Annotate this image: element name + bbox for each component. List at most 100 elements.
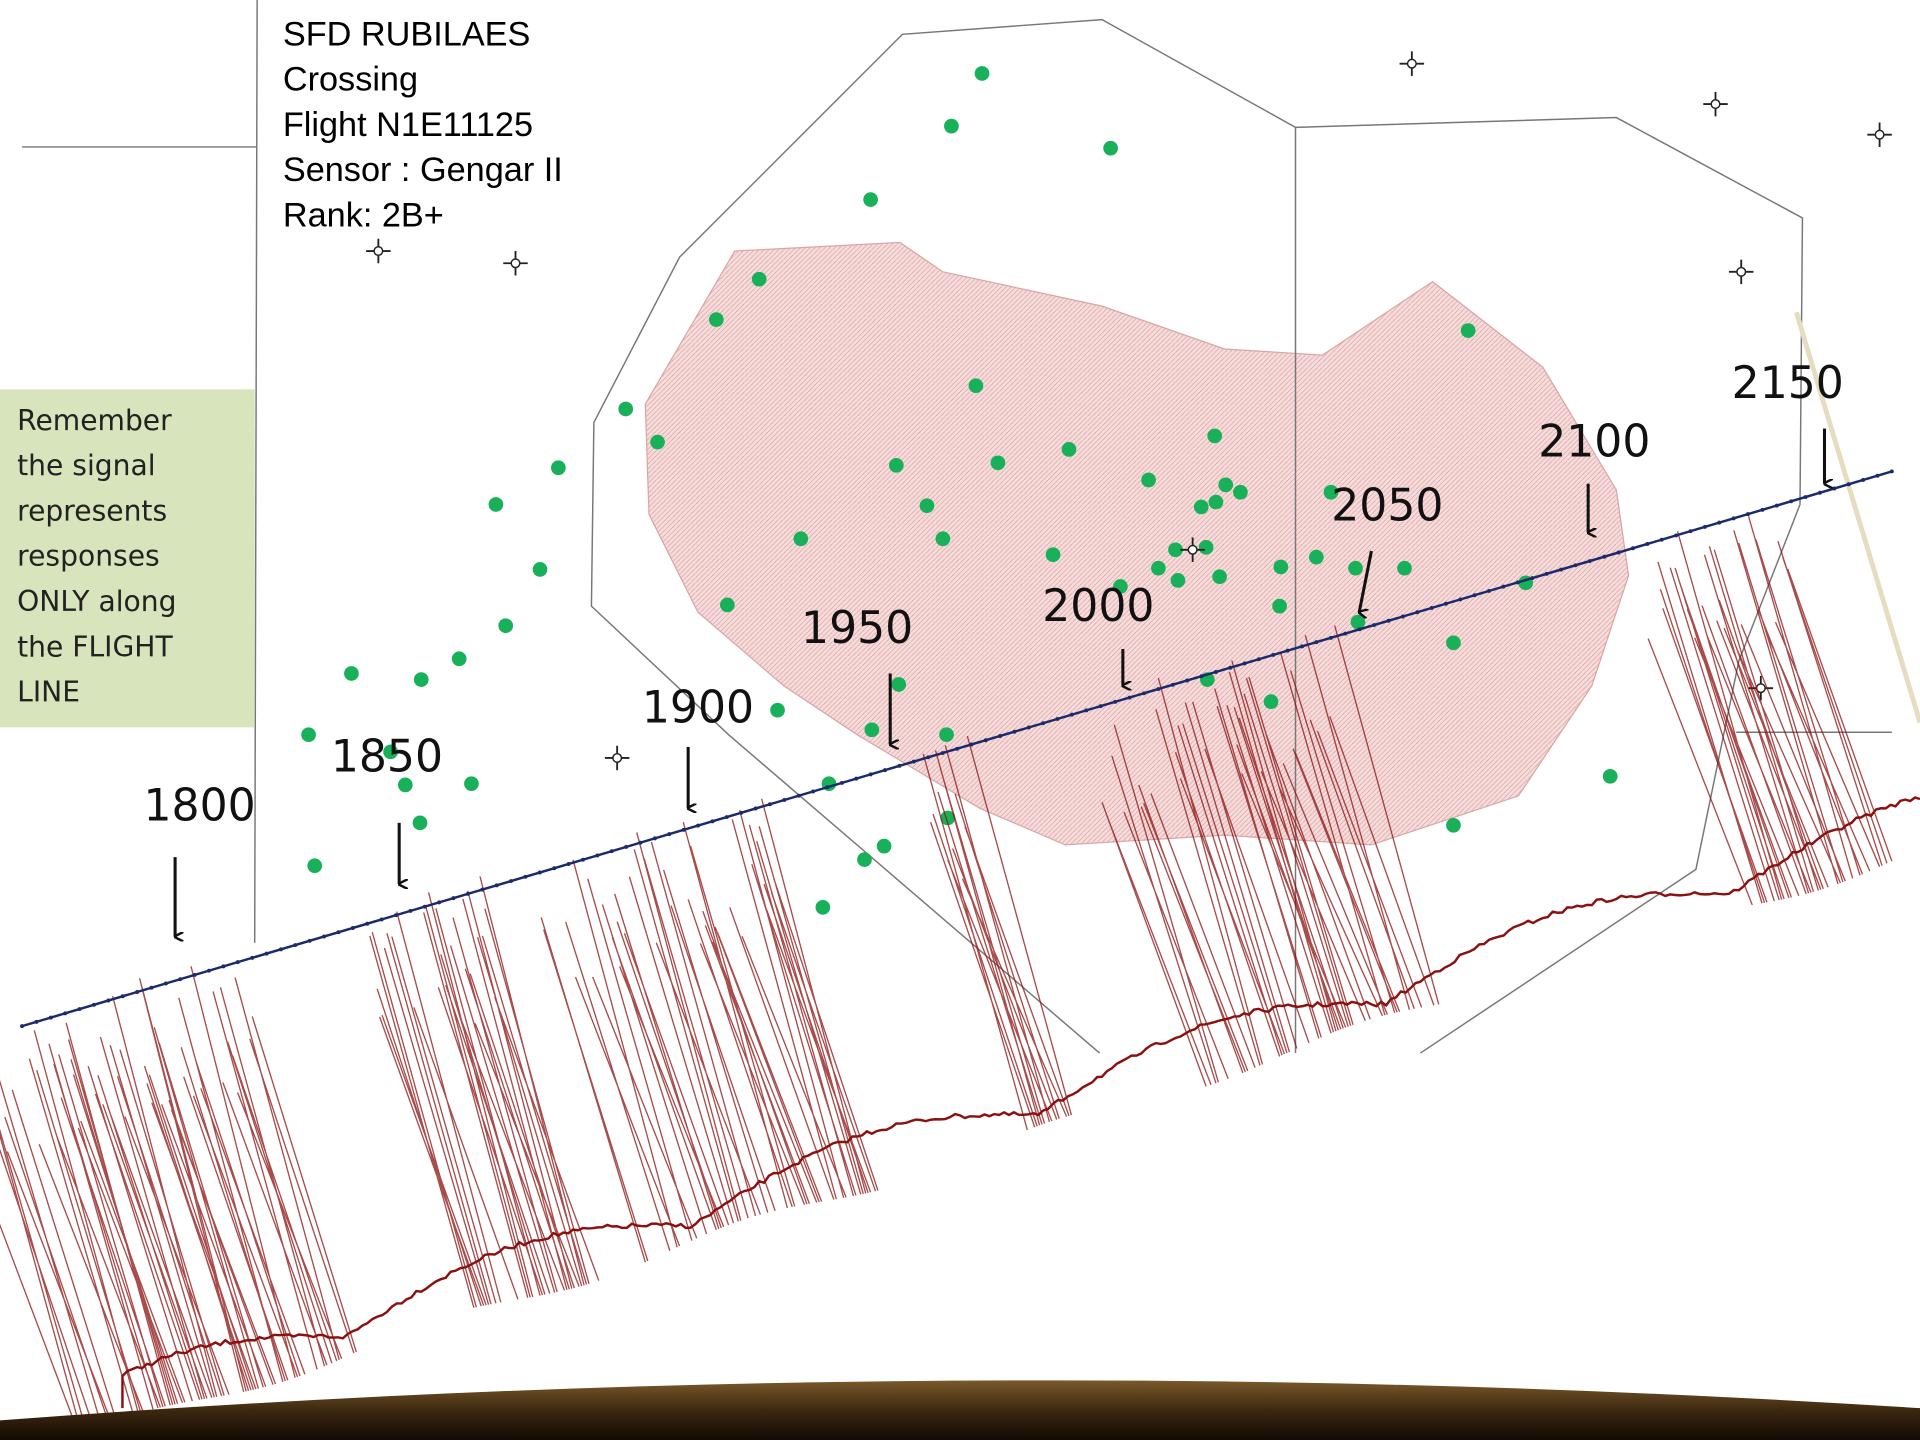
fiducial bbox=[451, 896, 456, 901]
fiducial bbox=[1702, 524, 1707, 529]
fiducial bbox=[1070, 712, 1074, 717]
fiducial bbox=[494, 883, 499, 888]
fiducial bbox=[1602, 554, 1607, 559]
note: Remember the signal represents responses ONL… bbox=[17, 404, 176, 709]
sample-point bbox=[891, 677, 907, 692]
fiducial bbox=[365, 921, 370, 926]
benchmark bbox=[510, 258, 521, 269]
sample-point bbox=[1141, 472, 1156, 488]
fiducial bbox=[394, 913, 398, 918]
fiducial bbox=[1630, 546, 1635, 551]
fiducial bbox=[998, 734, 1003, 738]
note-line: LINE bbox=[17, 676, 80, 709]
fiducial bbox=[1774, 503, 1779, 508]
fiducial bbox=[1328, 635, 1333, 640]
sample-point bbox=[307, 858, 323, 874]
station-label: 1800 bbox=[143, 780, 255, 831]
benchmark bbox=[612, 752, 623, 763]
station-label: 1850 bbox=[331, 731, 443, 782]
sample-point bbox=[863, 192, 878, 207]
benchmarks bbox=[366, 51, 1892, 771]
station-label: 2150 bbox=[1732, 358, 1844, 409]
sample-point bbox=[412, 815, 428, 831]
fiducial bbox=[135, 990, 140, 994]
fiducial bbox=[350, 926, 355, 930]
footer-band bbox=[0, 1380, 1920, 1440]
fiducial bbox=[293, 943, 298, 948]
fiducial bbox=[235, 960, 240, 965]
station-label: 1950 bbox=[801, 603, 913, 654]
fiducial bbox=[20, 1024, 24, 1029]
fiducial bbox=[1141, 691, 1146, 696]
road bbox=[1793, 311, 1920, 724]
fiducial bbox=[1170, 682, 1175, 687]
sample-point bbox=[301, 727, 316, 743]
sample-point bbox=[1446, 817, 1461, 833]
station-markers: 1800 1850 1900 1950 2000 2050 2100 2150 bbox=[143, 358, 1844, 937]
sample-point bbox=[344, 666, 359, 681]
fiducial bbox=[1012, 729, 1017, 734]
sample-point bbox=[1207, 428, 1223, 444]
sample-point bbox=[650, 434, 665, 450]
fiducial bbox=[1127, 695, 1132, 700]
sample-point bbox=[968, 378, 984, 394]
fiducial bbox=[465, 891, 470, 896]
fiducial bbox=[1113, 699, 1118, 704]
fiducial bbox=[1458, 597, 1463, 602]
fiducial bbox=[911, 759, 916, 764]
sample-point bbox=[1233, 484, 1248, 500]
fiducial bbox=[1616, 550, 1621, 555]
fiducial bbox=[1213, 670, 1218, 674]
sample-point bbox=[413, 672, 429, 687]
benchmark bbox=[1187, 544, 1198, 555]
station-label: 2100 bbox=[1538, 417, 1650, 468]
sample-point bbox=[1151, 560, 1166, 576]
sample-point bbox=[1170, 573, 1186, 588]
fiducial bbox=[1156, 687, 1161, 691]
sample-point bbox=[1323, 484, 1339, 500]
fiducial bbox=[178, 977, 183, 982]
fiducial bbox=[1746, 512, 1750, 517]
header-line: Rank: 2B+ bbox=[283, 197, 444, 235]
sample-point bbox=[935, 531, 951, 547]
fiducial bbox=[106, 998, 111, 1003]
fiducial bbox=[1055, 716, 1060, 721]
sample-point bbox=[488, 497, 504, 512]
fiducial bbox=[1717, 520, 1722, 525]
note-box bbox=[0, 389, 255, 728]
note-line: the signal bbox=[17, 449, 155, 482]
sample-point bbox=[551, 460, 566, 476]
sample-point bbox=[1272, 598, 1287, 614]
fiducial bbox=[1789, 499, 1794, 504]
fiducial bbox=[163, 981, 168, 986]
header-line: Crossing bbox=[283, 61, 418, 99]
sample-point bbox=[464, 776, 479, 792]
fiducial bbox=[63, 1011, 68, 1016]
sample-point bbox=[864, 722, 880, 738]
fiducial bbox=[537, 870, 542, 875]
fiducial bbox=[1645, 542, 1650, 546]
fiducial bbox=[48, 1015, 53, 1020]
header-line: Flight N1E11125 bbox=[283, 106, 533, 144]
survey-block bbox=[590, 18, 1296, 1054]
arrow bbox=[1359, 550, 1373, 612]
sample-point bbox=[944, 118, 959, 134]
fiducial bbox=[250, 955, 255, 960]
fiducial bbox=[1559, 567, 1563, 572]
fiducial bbox=[839, 780, 844, 785]
fiducial bbox=[1185, 678, 1190, 683]
sample-point bbox=[1308, 549, 1324, 565]
sample-point bbox=[1212, 569, 1227, 585]
fiducial bbox=[552, 866, 557, 871]
fiducial bbox=[437, 900, 442, 905]
note-line: the FLIGHT bbox=[17, 630, 173, 663]
sample-point bbox=[1198, 540, 1214, 555]
fiducial bbox=[192, 972, 197, 977]
fiducial bbox=[1228, 665, 1233, 670]
sample-point bbox=[919, 498, 935, 514]
note-line: Remember bbox=[17, 404, 172, 437]
fiducial bbox=[1199, 674, 1204, 679]
fiducial bbox=[1515, 580, 1520, 585]
sample-point bbox=[888, 457, 904, 473]
